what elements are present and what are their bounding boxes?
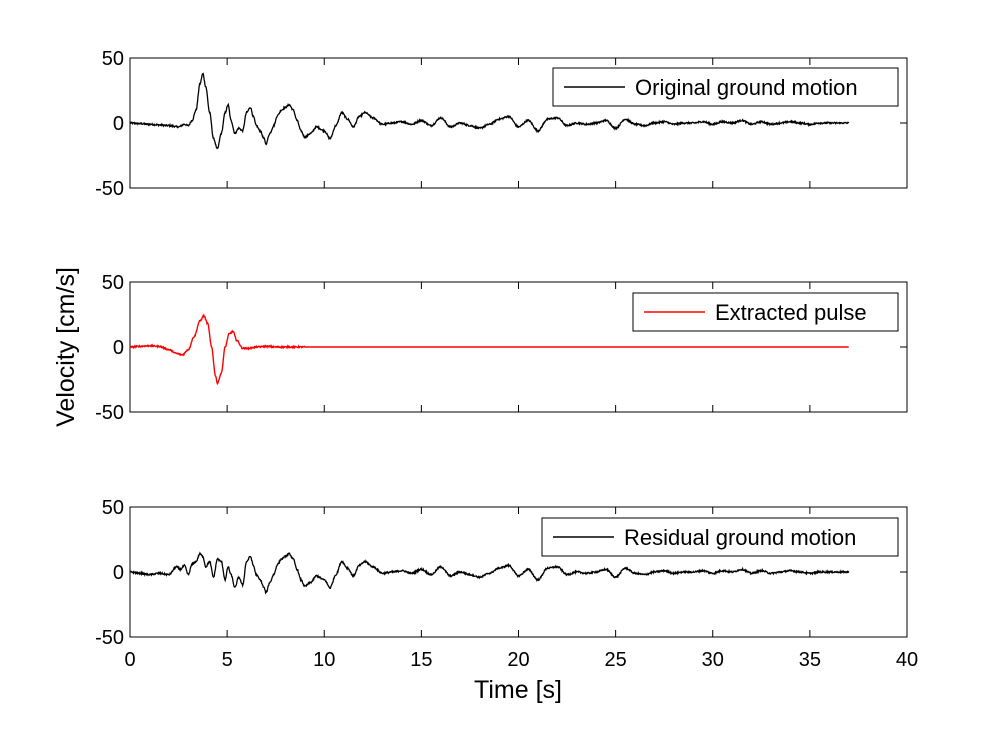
panel-pulse-yticks: 50 0 -50: [95, 272, 907, 424]
y-tick-label: 0: [113, 337, 124, 359]
panel-residual: 500-50 0 5 10 15 20 25 30 35 40 Residual ground …: [95, 497, 918, 671]
panel-pulse-series-line: [129, 313, 849, 386]
y-tick-label: 50: [102, 497, 124, 519]
x-tick-label: 0: [124, 649, 135, 671]
x-tick-label: 25: [605, 649, 627, 671]
panel-original-series-line: [129, 72, 850, 150]
y-tick-label: 0: [113, 562, 124, 584]
panel-pulse-legend: Extracted pulse: [632, 292, 899, 332]
y-axis-title: Velocity [cm/s]: [52, 267, 80, 427]
y-tick-label: 50: [102, 272, 124, 294]
x-tick-label: 35: [799, 649, 821, 671]
x-tick-label: 20: [507, 649, 529, 671]
panel-pulse: 50 0 -50 Extracted pulse: [95, 272, 908, 424]
y-tick-label: -50: [95, 178, 124, 200]
panel-original-yticks: 50 0 -50: [95, 48, 907, 200]
panel-residual-xticks: 0 5 10 15 20 25 30 35 40: [124, 507, 918, 671]
panel-original-xticks: [129, 58, 908, 188]
x-axis-title: Time [s]: [474, 676, 562, 704]
x-tick-label: 30: [702, 649, 724, 671]
x-tick-label: 15: [410, 649, 432, 671]
panel-residual-yticks: 50 0 -50: [95, 497, 907, 649]
legend-residual-label: Residual ground motion: [624, 525, 856, 550]
panel-residual-legend: Residual ground motion: [541, 517, 899, 557]
y-tick-label: 50: [102, 48, 124, 70]
panel-original: 50 0 -50 Original ground motion: [95, 48, 908, 200]
x-tick-label: 10: [313, 649, 335, 671]
panel-original-legend: Original ground motion: [552, 67, 899, 107]
legend-original-label: Original ground motion: [635, 75, 858, 100]
y-tick-label: -50: [95, 627, 124, 649]
panel-residual-series-line: [129, 551, 850, 595]
y-tick-label: -50: [95, 402, 124, 424]
x-tick-label: 5: [222, 649, 233, 671]
panel-pulse-xticks: [129, 282, 908, 412]
x-tick-label: 40: [896, 649, 918, 671]
y-tick-label: 0: [113, 113, 124, 135]
legend-pulse-label: Extracted pulse: [715, 300, 867, 325]
